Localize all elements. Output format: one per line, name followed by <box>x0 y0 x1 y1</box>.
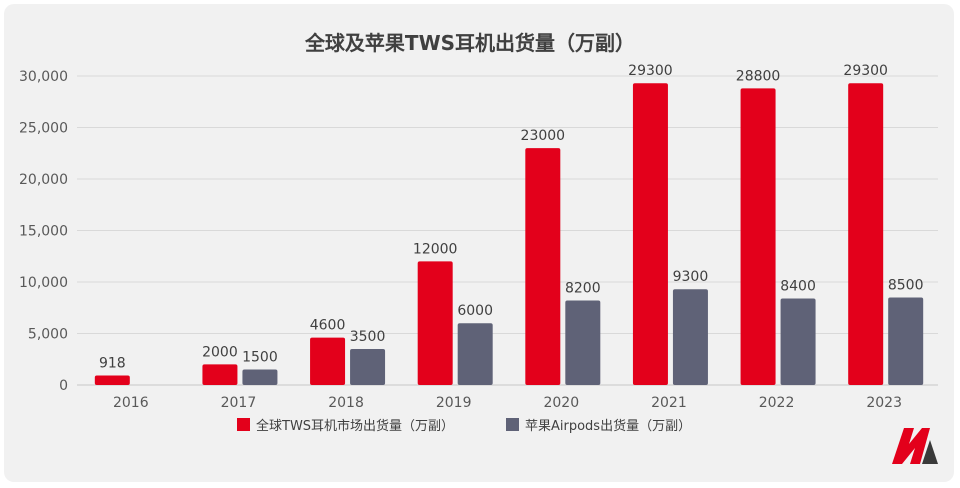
x-tick-label: 2020 <box>543 395 579 411</box>
y-tick-label: 25,000 <box>19 121 68 137</box>
x-axis-ticks: 2016 2017 2018 2019 2020 2021 2022 2023 <box>113 395 902 411</box>
data-label-apple-2021: 9300 <box>673 269 709 285</box>
bar-global-2017 <box>202 364 238 385</box>
bar-apple-2023 <box>888 297 924 385</box>
x-tick-label: 2023 <box>866 395 902 411</box>
x-tick-label: 2021 <box>651 395 687 411</box>
x-tick-label: 2018 <box>328 395 364 411</box>
bar-global-2016 <box>94 375 130 385</box>
brand-logo-icon <box>892 428 938 464</box>
bar-chart: 全球及苹果TWS耳机出货量（万副） 0 5,000 10,000 15,000 20,0… <box>19 31 938 464</box>
data-label-global-2017: 2000 <box>202 344 238 360</box>
data-label-apple-2022: 8400 <box>780 278 816 294</box>
legend-swatch-apple <box>506 418 519 431</box>
legend: 全球TWS耳机市场出货量（万副） 苹果Airpods出货量（万副） <box>237 418 691 434</box>
y-tick-label: 5,000 <box>28 327 68 343</box>
y-tick-label: 15,000 <box>19 224 68 240</box>
legend-swatch-global <box>237 418 250 431</box>
data-label-global-2022: 28800 <box>736 68 781 84</box>
bar-apple-2017 <box>242 369 278 385</box>
data-label-global-2019: 12000 <box>413 241 458 257</box>
chart-card: 全球及苹果TWS耳机出货量（万副） 0 5,000 10,000 15,000 20,0… <box>4 4 954 482</box>
data-label-global-2016: 918 <box>99 356 126 372</box>
bars <box>94 83 924 386</box>
bar-global-2020 <box>525 148 561 385</box>
x-tick-label: 2017 <box>221 395 257 411</box>
bar-apple-2022 <box>780 298 816 385</box>
data-label-global-2018: 4600 <box>310 318 346 334</box>
legend-label-apple: 苹果Airpods出货量（万副） <box>525 418 691 434</box>
bar-apple-2019 <box>457 323 493 385</box>
data-label-apple-2017: 1500 <box>242 350 278 366</box>
legend-label-global: 全球TWS耳机市场出货量（万副） <box>256 418 454 434</box>
data-label-apple-2023: 8500 <box>888 277 924 293</box>
data-label-apple-2019: 6000 <box>457 303 493 319</box>
y-tick-label: 10,000 <box>19 275 68 291</box>
y-tick-label: 20,000 <box>19 172 68 188</box>
bar-global-2022 <box>740 88 776 386</box>
y-axis-ticks: 0 5,000 10,000 15,000 20,000 25,000 30,000 <box>19 69 68 394</box>
bar-apple-2020 <box>565 300 601 385</box>
data-label-apple-2020: 8200 <box>565 281 601 297</box>
data-label-apple-2018: 3500 <box>350 329 386 345</box>
gridlines <box>77 75 938 386</box>
bar-apple-2018 <box>350 348 386 385</box>
bar-apple-2021 <box>672 289 708 385</box>
bar-global-2023 <box>848 83 884 386</box>
data-label-global-2023: 29300 <box>843 63 888 79</box>
x-tick-label: 2016 <box>113 395 149 411</box>
y-tick-label: 0 <box>59 378 68 394</box>
chart-title: 全球及苹果TWS耳机出货量（万副） <box>304 31 635 55</box>
x-tick-label: 2022 <box>759 395 795 411</box>
bar-global-2021 <box>632 83 668 386</box>
y-tick-label: 30,000 <box>19 69 68 85</box>
bar-global-2019 <box>417 261 453 385</box>
data-label-global-2021: 29300 <box>628 63 673 79</box>
data-label-global-2020: 23000 <box>521 128 566 144</box>
bar-global-2018 <box>310 337 346 385</box>
x-tick-label: 2019 <box>436 395 472 411</box>
